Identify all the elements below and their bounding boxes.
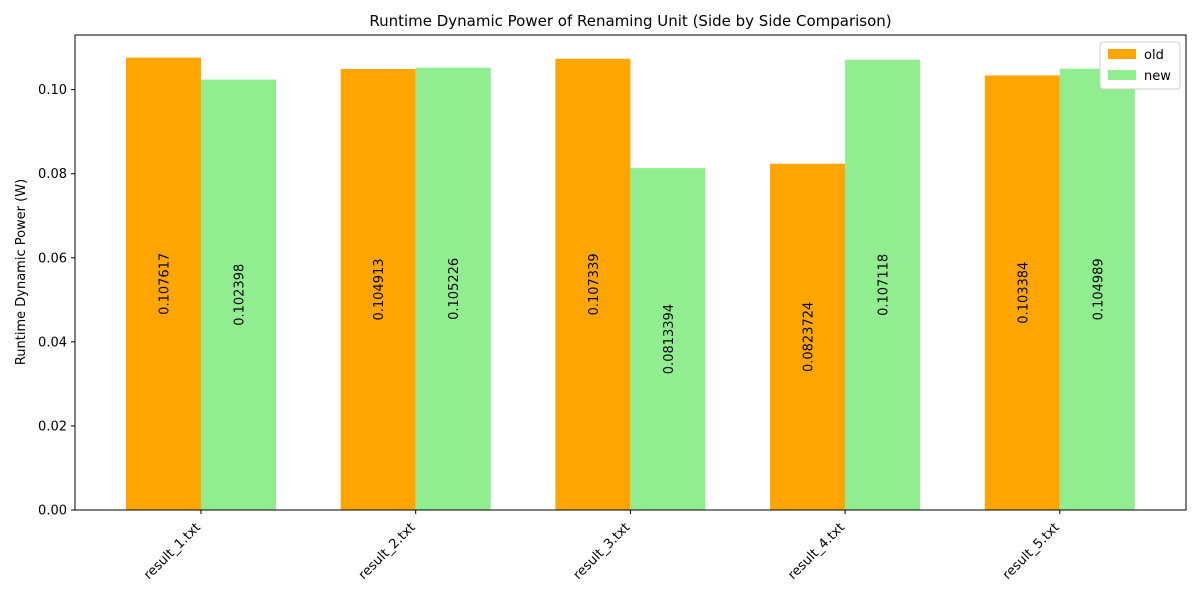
bar-value-label: 0.104913 xyxy=(372,258,387,320)
x-tick-label: result_5.txt xyxy=(1000,520,1063,583)
bar-value-label: 0.107617 xyxy=(157,253,172,315)
bar-value-label: 0.104989 xyxy=(1091,258,1106,320)
y-axis: 0.00 0.02 0.04 0.06 0.08 0.10 xyxy=(38,83,75,519)
y-tick-label: 0.02 xyxy=(38,419,67,434)
y-tick-label: 0.06 xyxy=(38,251,67,266)
x-tick-label: result_4.txt xyxy=(785,520,848,583)
data-labels-group: 0.107617 0.104913 0.107339 0.0823724 0.10338… xyxy=(157,253,1106,374)
x-tick-label: result_1.txt xyxy=(141,520,204,583)
y-tick-label: 0.00 xyxy=(38,504,67,519)
bar-new-1 xyxy=(201,79,276,511)
bar-value-label: 0.107339 xyxy=(587,253,602,315)
y-tick-label: 0.10 xyxy=(38,83,67,98)
plot-frame xyxy=(74,34,1187,511)
bar-value-label: 0.0813394 xyxy=(662,304,677,374)
y-tick-label: 0.04 xyxy=(38,335,67,350)
x-axis: result_1.txt result_2.txt result_3.txt resu… xyxy=(141,510,1063,583)
bar-old-5 xyxy=(984,75,1060,511)
bar-new-5 xyxy=(1059,68,1135,510)
x-tick-label: result_2.txt xyxy=(356,520,419,583)
legend-label-old: old xyxy=(1144,48,1164,63)
chart-title: Runtime Dynamic Power of Renaming Unit (… xyxy=(369,12,891,30)
bar-new-3 xyxy=(630,168,706,510)
bar-new-2 xyxy=(415,67,491,511)
bar-new-4 xyxy=(845,59,921,510)
legend-label-new: new xyxy=(1144,69,1171,84)
legend-swatch-new xyxy=(1108,70,1136,80)
bar-old-2 xyxy=(340,68,416,511)
bar-value-label: 0.103384 xyxy=(1016,262,1031,324)
bar-value-label: 0.107118 xyxy=(877,254,892,316)
bar-old-3 xyxy=(555,58,631,511)
bar-value-label: 0.0823724 xyxy=(802,302,817,372)
y-tick-label: 0.08 xyxy=(38,167,67,182)
bar-value-label: 0.102398 xyxy=(233,264,248,326)
x-tick-label: result_3.txt xyxy=(571,520,634,583)
legend: old new xyxy=(1099,41,1181,90)
legend-swatch-old xyxy=(1108,49,1136,59)
bars-group xyxy=(126,57,1135,511)
bar-old-4 xyxy=(770,163,846,511)
bar-value-label: 0.105226 xyxy=(447,258,462,320)
bar-old-1 xyxy=(126,57,201,510)
y-axis-label: Runtime Dynamic Power (W) xyxy=(14,179,29,365)
